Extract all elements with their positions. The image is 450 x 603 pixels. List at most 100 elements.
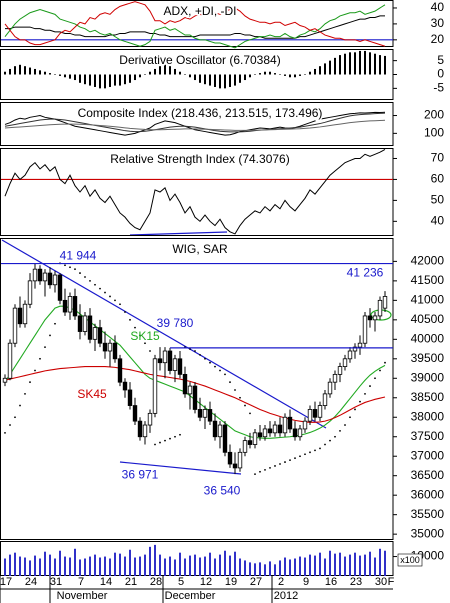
unit-box (397, 553, 423, 567)
candle-body (2, 377, 8, 383)
candle-body (147, 412, 153, 426)
bar (9, 554, 11, 576)
bar (4, 71, 6, 75)
sar-dot (94, 283, 96, 286)
bar (319, 552, 321, 576)
bar (144, 74, 146, 75)
month-label: November (57, 590, 108, 602)
y-tick-label: 5 (437, 53, 444, 67)
sar-dot (69, 266, 71, 269)
indicator-line (4, 119, 386, 131)
candle-body (12, 307, 18, 344)
sar-dot (349, 416, 351, 419)
bar (94, 554, 96, 576)
bar (239, 558, 241, 576)
bar (99, 74, 101, 89)
indicator-line (4, 112, 386, 133)
y-tick-label: 20 (431, 32, 445, 46)
bar (254, 563, 256, 576)
y-tick-label: 36500 (411, 468, 445, 482)
bar (154, 68, 156, 75)
bar (29, 560, 31, 576)
sar-dot (294, 457, 296, 460)
bar (214, 558, 216, 576)
candle-body (112, 342, 118, 360)
bar (114, 74, 116, 86)
x-tick-label: 24 (25, 576, 37, 588)
candle-body (267, 428, 273, 434)
sar-dot (359, 400, 361, 403)
candle-body (192, 385, 198, 410)
bar (79, 74, 81, 83)
bar (34, 555, 36, 576)
bar (289, 74, 291, 78)
sar-dot (289, 459, 291, 462)
candle-body (47, 272, 53, 286)
bar (89, 556, 91, 576)
bar (179, 552, 181, 576)
x-tick-label: 30 (375, 576, 387, 588)
bar (304, 557, 306, 576)
bar (379, 548, 381, 576)
bar (109, 558, 111, 576)
bar (79, 559, 81, 576)
bar (324, 558, 326, 576)
candle-body (322, 393, 328, 406)
bar (369, 52, 371, 75)
sar-dot (109, 295, 111, 298)
bar (384, 55, 386, 75)
bar (134, 557, 136, 576)
bar (104, 74, 106, 89)
bar (94, 74, 96, 87)
bar (39, 70, 41, 75)
candle-body (22, 303, 28, 325)
candle-body (272, 424, 278, 434)
candle-body (57, 274, 63, 301)
bar (324, 63, 326, 75)
sar-dot (314, 449, 316, 452)
panel-frame (0, 541, 394, 576)
sar-dot (124, 311, 126, 313)
bar (44, 551, 46, 576)
y-tick-label: 70 (431, 151, 445, 165)
candle-body (67, 296, 73, 313)
bar (299, 74, 301, 76)
sar-dot (154, 443, 156, 446)
sar-dot (354, 408, 356, 411)
sar-dot (339, 429, 341, 432)
candle-body (337, 366, 343, 375)
bar (319, 66, 321, 75)
candle-body (357, 342, 363, 348)
bar (194, 554, 196, 576)
bar (294, 558, 296, 576)
sar-dot (89, 279, 91, 282)
bar (249, 562, 251, 576)
candle-body (117, 358, 123, 383)
bar (139, 556, 141, 576)
bar (274, 564, 276, 576)
bar (359, 50, 361, 75)
bar (234, 551, 236, 576)
candle-body (382, 296, 388, 309)
bar (259, 73, 261, 75)
bar (164, 558, 166, 576)
bar (149, 546, 151, 576)
sar-dot (19, 404, 21, 407)
candle-body (237, 451, 243, 469)
bar (194, 74, 196, 81)
bar (169, 556, 171, 576)
x-tick-label: 5 (178, 576, 184, 588)
sar-dot (264, 468, 266, 471)
candle-body (72, 296, 78, 317)
candle-body (177, 358, 183, 375)
panel-title: WIG, SAR (172, 242, 228, 256)
bar (14, 552, 16, 576)
y-tick-label: 42000 (411, 254, 445, 268)
bar (64, 74, 66, 78)
bar (339, 55, 341, 75)
candle-body (187, 385, 193, 395)
bar (124, 556, 126, 576)
sar-dot (304, 453, 306, 456)
candle-body (107, 342, 113, 352)
candle-body (87, 315, 93, 340)
